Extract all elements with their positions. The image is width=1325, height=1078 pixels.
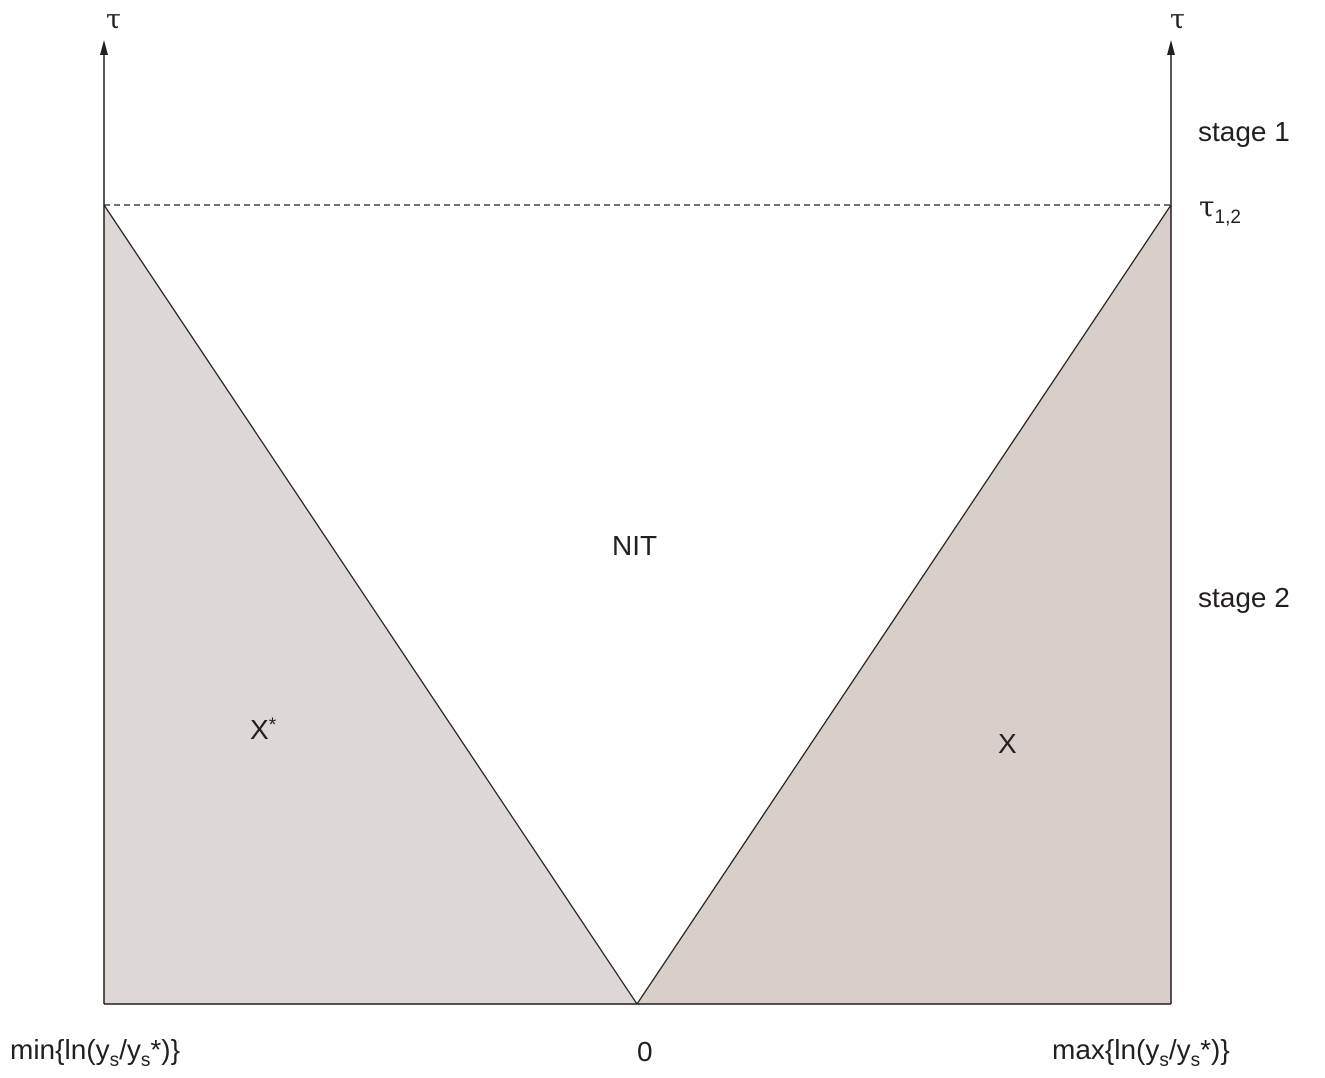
right-arrowhead (1167, 40, 1175, 55)
left-boundary (103, 204, 638, 1005)
region-x-label: X (998, 728, 1017, 759)
stage-2-label: stage 2 (1198, 582, 1290, 613)
threshold-label: τ1,2 (1199, 190, 1241, 228)
region-x-star-superscript: * (268, 715, 277, 736)
region-x-star-label: X* (250, 716, 276, 744)
region-nit-label: NIT (612, 530, 658, 561)
right-axis-label: τ (1170, 4, 1185, 35)
left-arrowhead (100, 40, 108, 55)
right-boundary (636, 204, 1172, 1005)
x-zero-label: 0 (637, 1036, 653, 1067)
x-max-label: max{ln(ys/ys*)} (1052, 1034, 1230, 1071)
left-axis-label: τ (106, 4, 121, 35)
stage-1-label: stage 1 (1198, 116, 1290, 147)
region-x-star-letter: X (250, 714, 269, 745)
threshold-symbol: τ (1199, 190, 1215, 223)
threshold-subscript: 1,2 (1214, 207, 1241, 228)
x-min-label: min{ln(ys/ys*)} (10, 1034, 180, 1071)
